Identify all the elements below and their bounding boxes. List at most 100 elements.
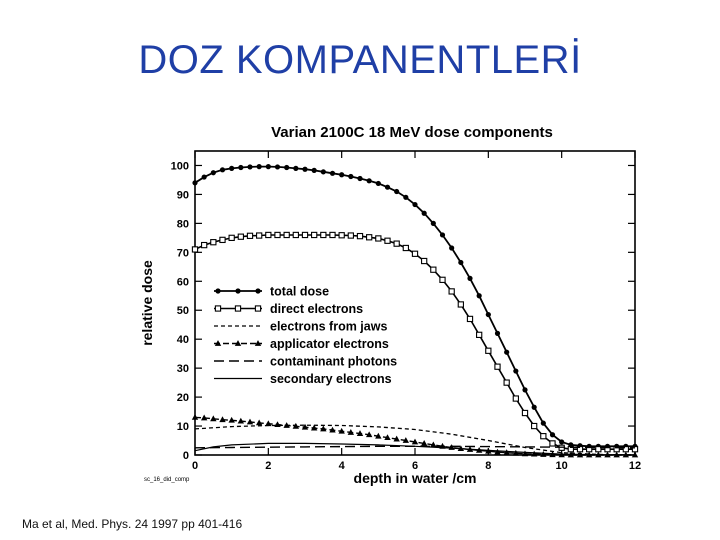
data-point <box>320 169 326 175</box>
data-point <box>210 239 217 246</box>
data-point <box>512 449 520 456</box>
data-point <box>292 231 299 239</box>
data-point <box>430 266 437 273</box>
data-point <box>494 448 501 455</box>
data-point <box>467 275 473 281</box>
legend-item: direct electrons <box>214 302 363 316</box>
x-tick-label: 6 <box>412 460 418 472</box>
dose-components-figure: Varian 2100C 18 MeV dose components 0 10 2… <box>130 115 650 495</box>
data-point <box>293 165 299 171</box>
legend-item: contaminant photons <box>214 355 397 369</box>
data-point <box>255 419 263 426</box>
series-contaminant-photons <box>194 445 636 449</box>
data-point <box>521 450 529 457</box>
data-point <box>430 220 436 226</box>
series-layer <box>191 164 639 458</box>
data-point <box>283 422 290 428</box>
legend-label: applicator electrons <box>270 337 389 351</box>
data-point <box>301 231 309 239</box>
y-axis-label: relative dose <box>139 260 155 346</box>
data-point <box>357 175 363 182</box>
data-point <box>448 288 455 295</box>
data-point <box>384 184 391 190</box>
data-point <box>237 417 245 424</box>
data-point <box>320 425 327 432</box>
data-point <box>512 395 519 402</box>
data-point <box>394 188 400 195</box>
x-tick-label: 12 <box>629 460 641 472</box>
data-point <box>449 245 455 251</box>
plot-frame <box>194 150 636 456</box>
data-point <box>302 166 308 172</box>
data-point <box>494 363 501 370</box>
legend-label: contaminant photons <box>270 355 397 369</box>
data-point <box>522 387 528 393</box>
data-point <box>494 330 501 336</box>
data-point <box>329 170 336 176</box>
legend-marker <box>254 305 262 312</box>
data-point <box>329 231 336 239</box>
data-point <box>439 276 446 283</box>
data-point <box>246 232 254 239</box>
data-point <box>256 164 262 170</box>
data-point <box>366 178 372 184</box>
data-point <box>229 165 235 171</box>
data-point <box>338 427 345 434</box>
data-point <box>356 232 364 240</box>
data-point <box>375 432 382 439</box>
data-point <box>311 231 318 239</box>
data-point <box>201 174 207 180</box>
data-point <box>283 231 290 239</box>
figure-code: sc_16_did_comp <box>144 477 190 483</box>
data-point <box>476 293 482 299</box>
data-point <box>237 233 244 240</box>
data-point <box>339 172 345 178</box>
dose-components-chart: Varian 2100C 18 MeV dose components 0 10 2… <box>139 124 641 486</box>
data-point <box>504 349 510 355</box>
data-point <box>246 418 254 425</box>
data-point <box>458 259 464 266</box>
data-point <box>411 250 419 257</box>
series-line <box>194 445 636 449</box>
legend-marker <box>214 340 222 346</box>
data-point <box>192 180 198 186</box>
data-point <box>466 315 474 323</box>
data-point <box>402 244 409 252</box>
y-tick-label: 0 <box>183 450 189 462</box>
y-tick-label: 80 <box>177 218 189 230</box>
data-point <box>191 413 199 420</box>
series-secondary-electrons <box>194 442 636 456</box>
data-point <box>366 234 373 241</box>
data-point <box>540 433 547 440</box>
data-point <box>219 236 226 244</box>
legend: total dose direct electrons electrons from… <box>214 285 397 386</box>
data-point <box>393 240 400 247</box>
data-point <box>540 420 546 426</box>
data-point <box>320 231 327 239</box>
data-point <box>310 424 318 431</box>
data-point <box>311 167 317 173</box>
data-point <box>347 232 354 239</box>
data-point <box>375 180 381 187</box>
data-point <box>384 434 391 441</box>
y-tick-label: 50 <box>177 305 189 317</box>
data-point <box>457 301 464 308</box>
data-point <box>219 416 226 423</box>
x-tick-label: 10 <box>556 460 568 472</box>
data-point <box>421 210 427 216</box>
x-axis: 0 2 4 6 8 10 12 <box>192 151 641 472</box>
data-point <box>503 379 510 386</box>
data-point <box>559 439 565 445</box>
data-point <box>521 409 529 417</box>
data-point <box>403 194 409 200</box>
series-line <box>194 234 635 451</box>
data-point <box>265 164 271 170</box>
data-point <box>485 347 492 354</box>
y-tick-label: 100 <box>171 160 189 172</box>
data-point <box>365 431 373 438</box>
data-point <box>284 164 290 171</box>
data-point <box>347 429 355 435</box>
legend-item: electrons from jaws <box>214 320 387 334</box>
y-tick-label: 90 <box>177 189 189 201</box>
data-point <box>329 426 336 433</box>
